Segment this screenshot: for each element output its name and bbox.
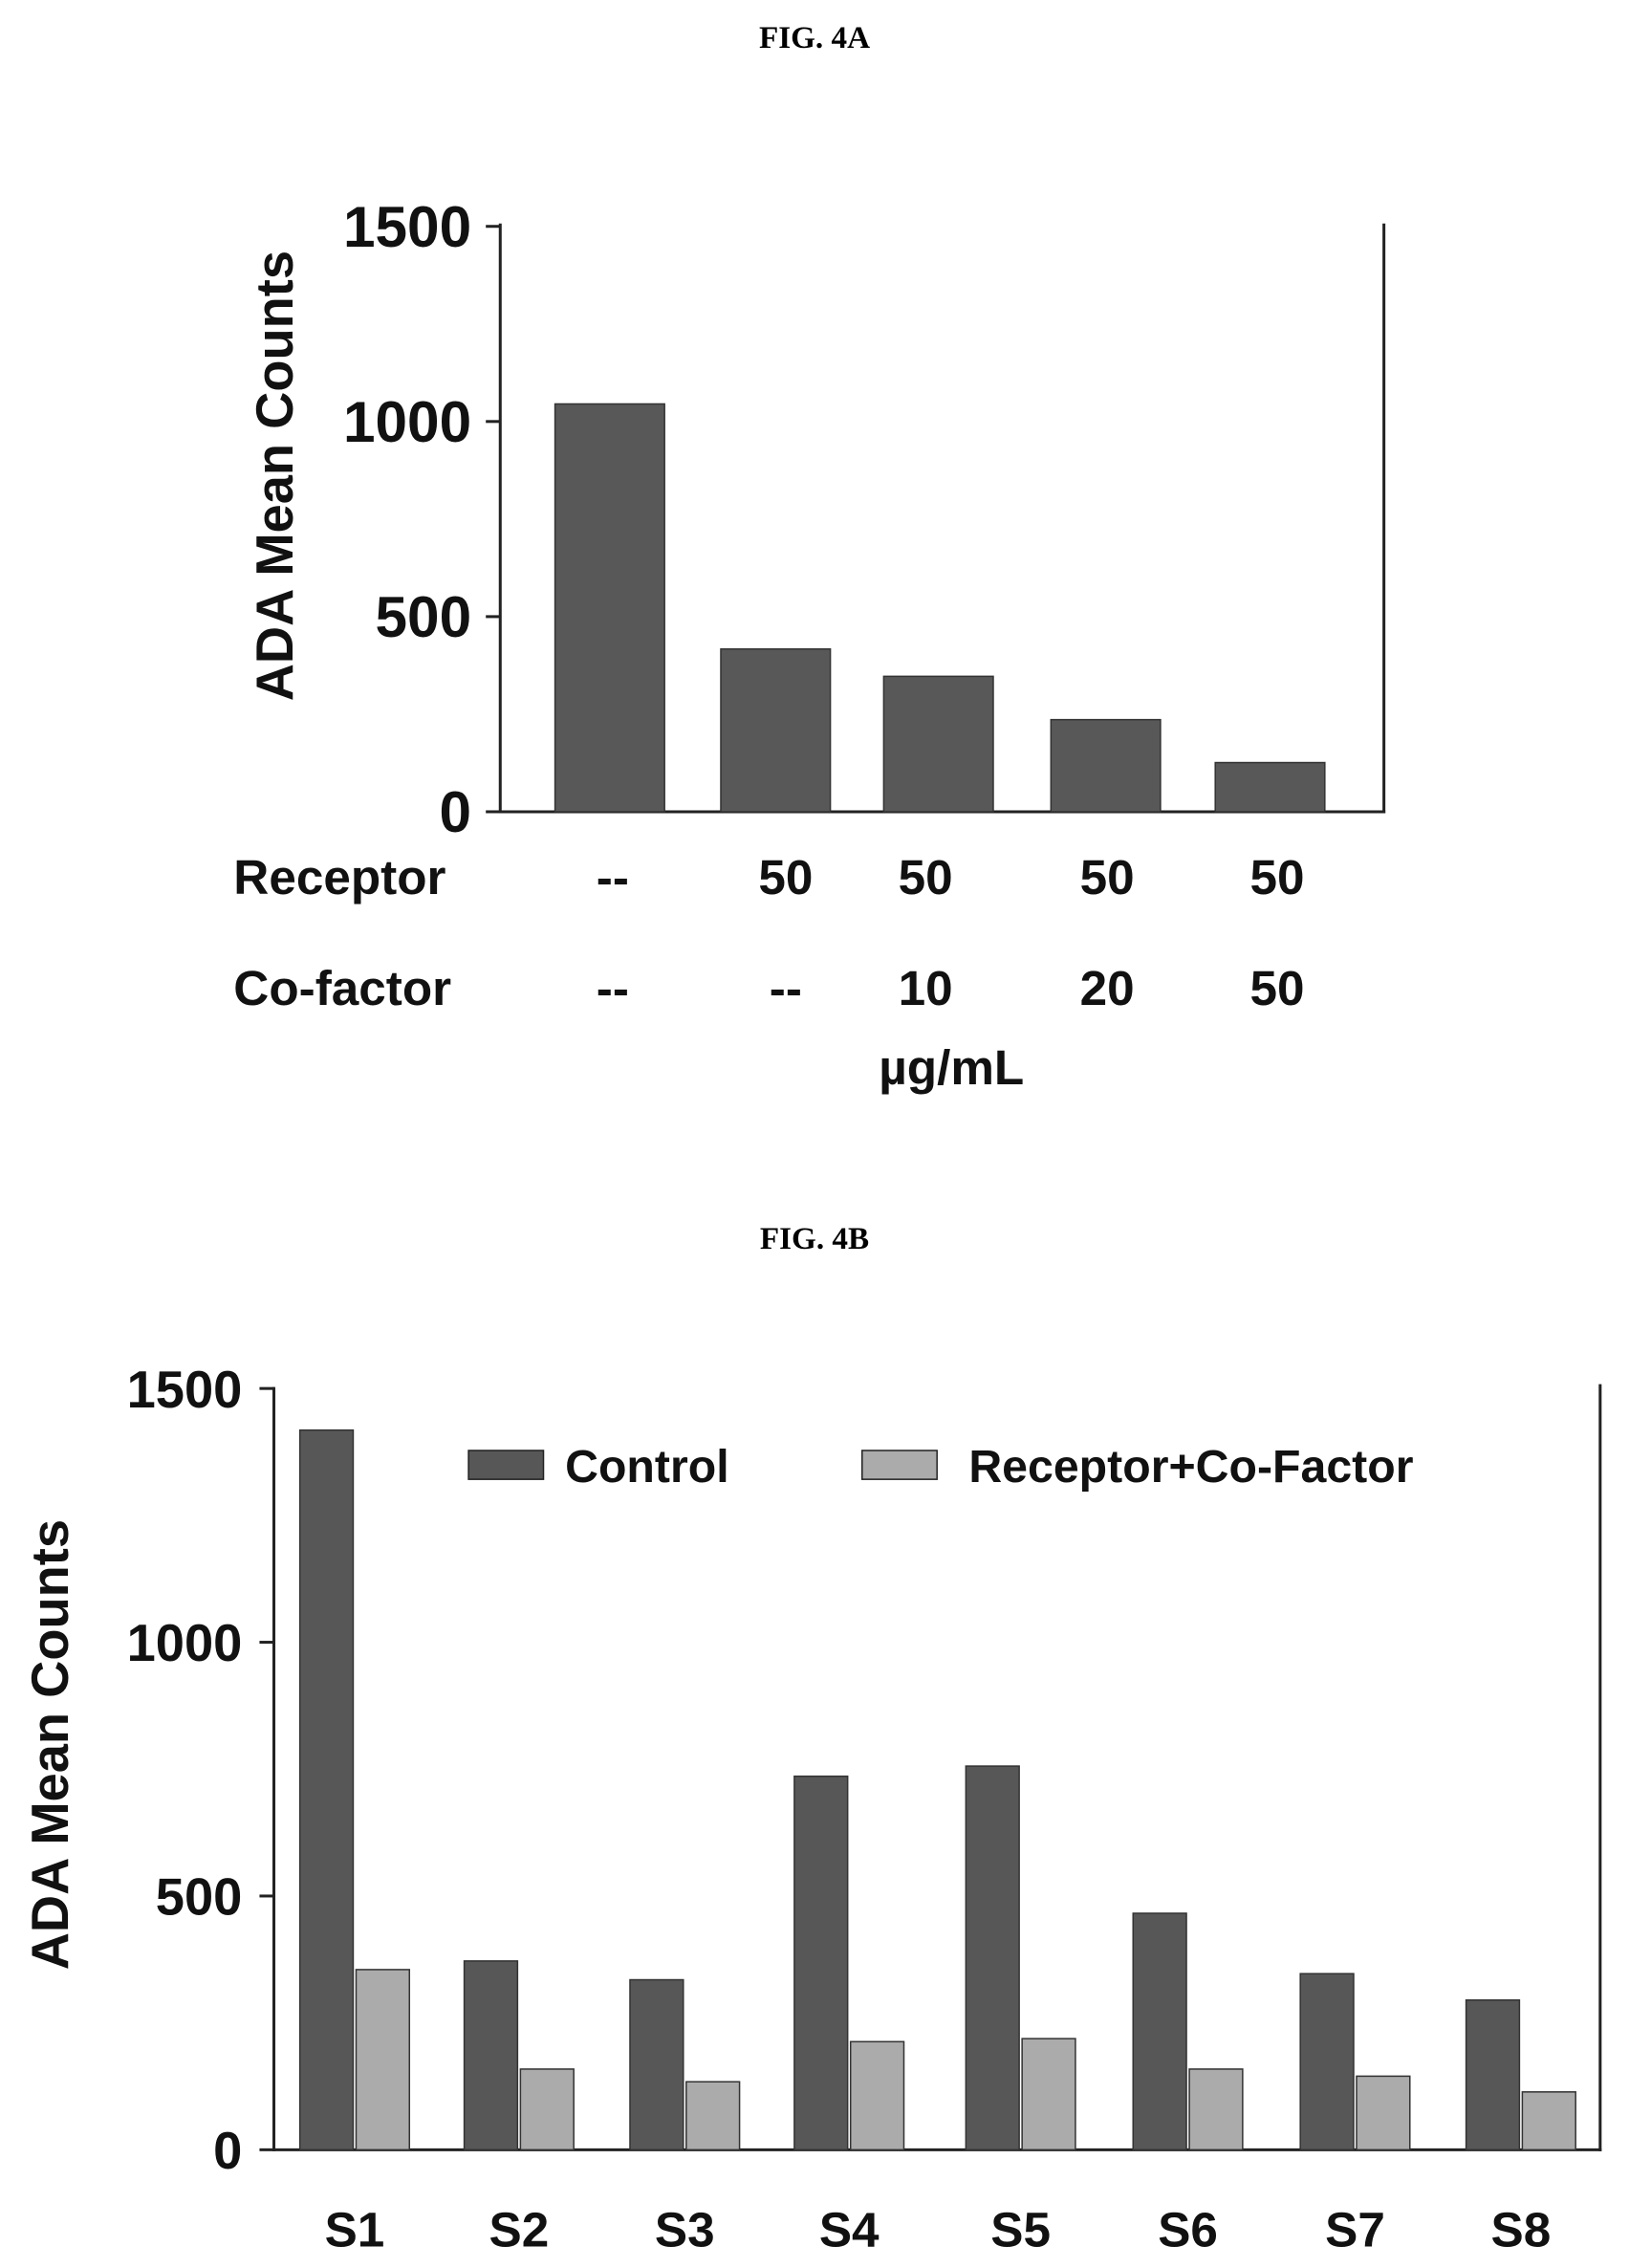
fig-4b-title: FIG. 4B [760, 1221, 869, 1256]
fig-4b-x-tick-label: S7 [1325, 2202, 1385, 2257]
fig-4a-y-tick-label: 1000 [343, 389, 471, 454]
fig-4a-receptor-value: -- [597, 850, 629, 905]
fig-4b-y-tick-label: 1500 [127, 1361, 243, 1419]
fig-4b-bar-control [1466, 2000, 1520, 2150]
fig-4b-bar-receptor-cofactor [1189, 2069, 1243, 2149]
fig-4a-receptor-value: 50 [1080, 850, 1135, 905]
fig-4b-bar-control [465, 1961, 518, 2149]
legend-swatch-receptor-cofactor [862, 1450, 937, 1479]
fig-4b-y-tick-label: 1000 [127, 1614, 243, 1672]
fig-4a-bar [555, 403, 665, 812]
figure-4a: FIG. 4A ADA Mean Counts 0 500 1000 1500 Rec… [233, 20, 1385, 1095]
fig-4a-cofactor-value: 20 [1080, 961, 1135, 1015]
fig-4a-receptor-value: 50 [899, 850, 953, 905]
fig-4b-y-tick-label: 0 [213, 2122, 242, 2180]
fig-4a-title: FIG. 4A [759, 20, 870, 55]
fig-4a-unit-label: µg/mL [879, 1040, 1024, 1095]
legend-label-control: Control [565, 1441, 729, 1493]
fig-4b-bar-receptor-cofactor [851, 2041, 904, 2149]
fig-4a-row-label-cofactor: Co-factor [233, 961, 451, 1015]
fig-4b-bar-receptor-cofactor [356, 1970, 409, 2149]
fig-4a-cofactor-value: 10 [899, 961, 953, 1015]
fig-4b-x-tick-label: S4 [819, 2202, 880, 2257]
legend-label-receptor-cofactor: Receptor+Co-Factor [968, 1441, 1413, 1493]
fig-4b-x-tick-label: S3 [655, 2202, 715, 2257]
fig-4b-bar-receptor-cofactor [686, 2082, 740, 2149]
fig-4a-y-tick-label: 500 [375, 584, 471, 649]
fig-4a-row-label-receptor: Receptor [233, 850, 445, 905]
fig-4a-y-tick-label: 0 [440, 779, 472, 844]
fig-4a-y-axis-label: ADA Mean Counts [246, 251, 304, 701]
fig-4b-bar-receptor-cofactor [1522, 2092, 1575, 2150]
figure-4b: FIG. 4B ADA Mean Counts 0 500 1000 1500 Con… [21, 1221, 1601, 2257]
fig-4a-receptor-value: 50 [1250, 850, 1305, 905]
fig-4b-bar-control [966, 1766, 1019, 2149]
fig-4b-bar-receptor-cofactor [1357, 2076, 1410, 2149]
fig-4b-bar-control [300, 1430, 354, 2150]
fig-4a-receptor-value: 50 [758, 850, 813, 905]
fig-4b-x-tick-label: S1 [325, 2202, 385, 2257]
fig-4a-cofactor-value: 50 [1250, 961, 1305, 1015]
figure-canvas: FIG. 4A ADA Mean Counts 050010001500 Rec… [0, 0, 1629, 2268]
fig-4b-bar-control [630, 1980, 684, 2150]
fig-4b-bar-control [1300, 1974, 1354, 2149]
fig-4a-y-tick-label: 1500 [343, 194, 471, 259]
fig-4b-y-axis-label: ADA Mean Counts [21, 1519, 79, 1970]
fig-4b-bar-receptor-cofactor [520, 2069, 574, 2149]
fig-4a-bar [721, 649, 831, 812]
fig-4b-x-tick-label: S8 [1491, 2202, 1552, 2257]
fig-4b-bar-control [794, 1777, 848, 2150]
fig-4a-cofactor-value: -- [597, 961, 629, 1015]
fig-4b-x-tick-label: S6 [1158, 2202, 1218, 2257]
fig-4b-legend: Control Receptor+Co-Factor [468, 1441, 1414, 1493]
legend-swatch-control [468, 1450, 543, 1479]
fig-4b-y-tick-label: 500 [156, 1868, 243, 1927]
fig-4a-bar [1051, 720, 1161, 812]
fig-4a-bar [1215, 763, 1325, 812]
fig-4b-bar-receptor-cofactor [1022, 2039, 1075, 2149]
fig-4b-x-tick-label: S5 [990, 2202, 1051, 2257]
fig-4b-x-tick-label: S2 [489, 2202, 550, 2257]
fig-4a-cofactor-value: -- [770, 961, 802, 1015]
fig-4a-bar [883, 676, 993, 812]
fig-4b-bar-control [1133, 1913, 1186, 2149]
